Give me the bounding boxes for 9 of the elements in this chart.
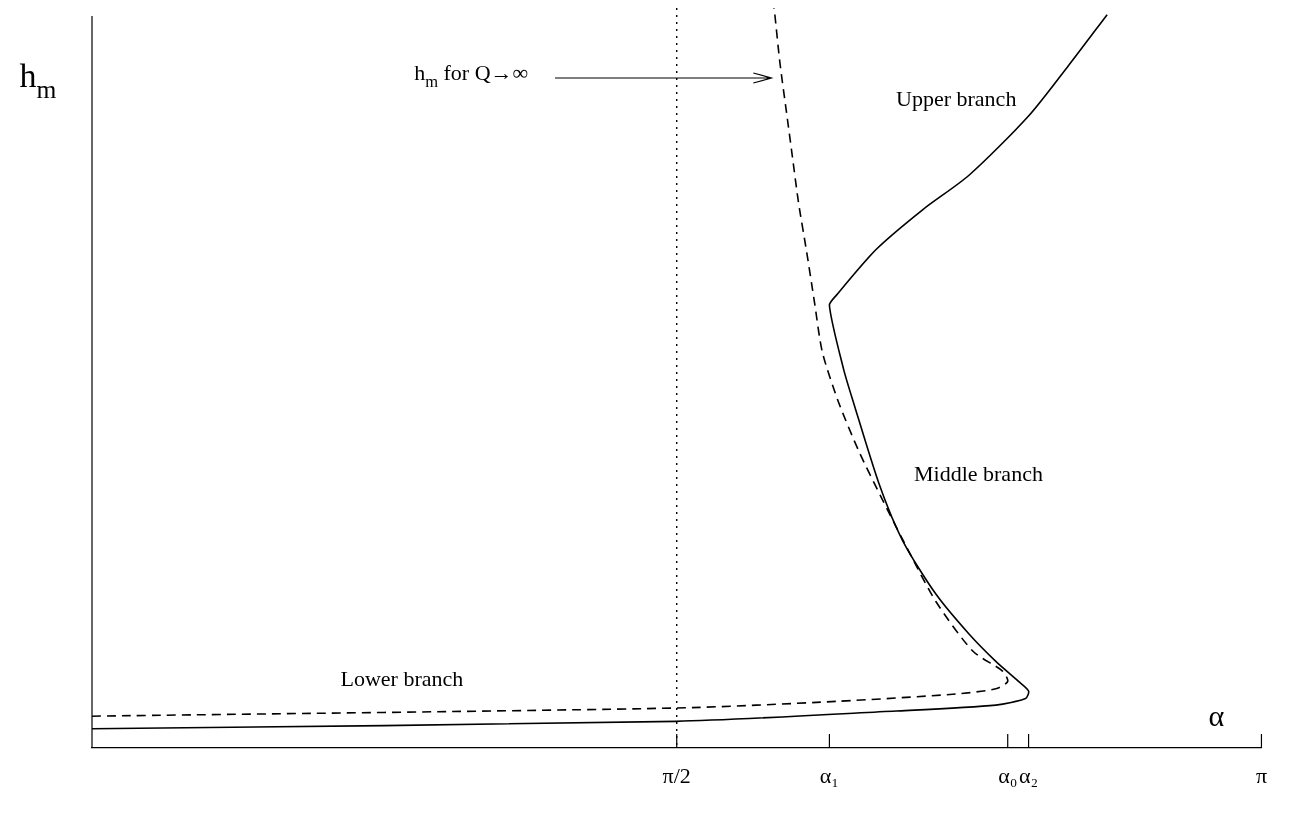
- x-tick-label: π/2: [662, 762, 691, 788]
- annotation: Middle branch: [913, 461, 1043, 487]
- x-tick-label: α₁: [819, 762, 840, 788]
- annotation: Upper branch: [896, 85, 1017, 111]
- x-tick-label: π: [1255, 762, 1267, 788]
- x-tick-label: α₂: [1018, 762, 1039, 788]
- annotation: Lower branch: [340, 666, 464, 692]
- x-axis-title: α: [1208, 698, 1225, 732]
- x-tick-label: α₀: [998, 762, 1018, 788]
